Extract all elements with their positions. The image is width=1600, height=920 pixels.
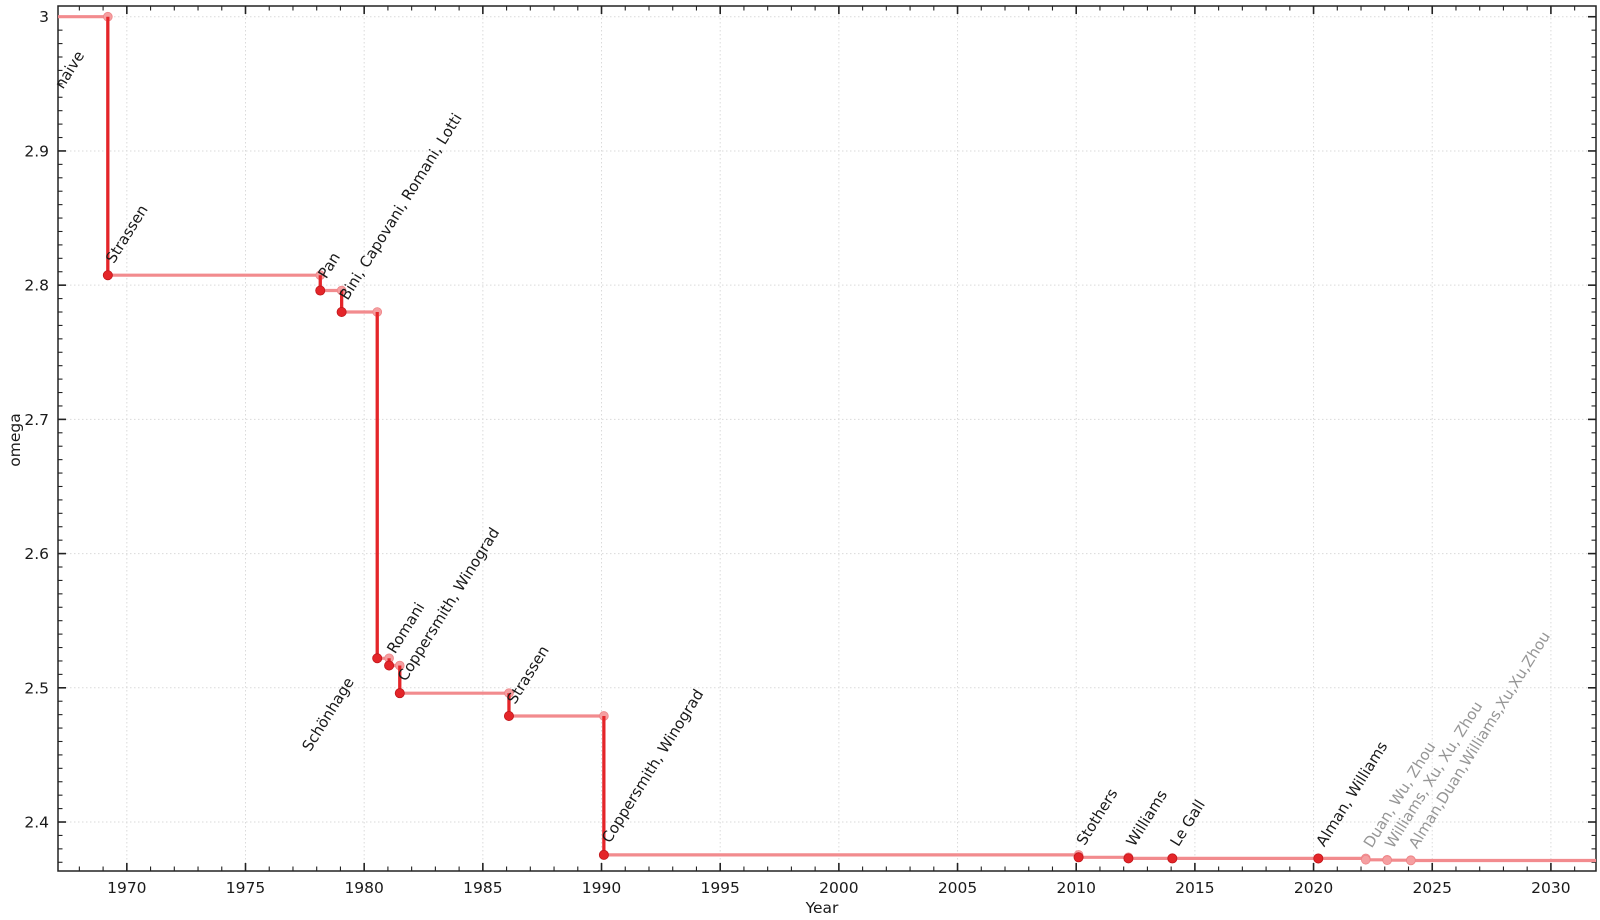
x-tick-label-2030: 2030 — [1531, 879, 1570, 897]
y-tick-label-2-4: 2.4 — [24, 814, 49, 832]
step-line-series — [58, 15, 1596, 863]
annotation-le-gall: Le Gall — [1166, 797, 1208, 850]
annotation-bini-capovani-romani-lotti: Bini, Capovani, Romani, Lotti — [336, 110, 466, 303]
point-romani — [384, 660, 395, 671]
y-tick-label-2-9: 2.9 — [24, 142, 49, 160]
tick-labels: 1970 1975 1980 1985 1990 1995 2000 2005 2010 2015… — [24, 8, 1570, 897]
point-sch-nhage — [372, 653, 383, 664]
y-tick-label-2-8: 2.8 — [24, 277, 49, 295]
point-williams — [1123, 853, 1134, 864]
annotation-alman-duan-williams-xu-xu-zhou: Alman,Duan,Williams,Xu,Xu,Zhou — [1405, 628, 1554, 851]
x-tick-label-1985: 1985 — [463, 879, 502, 897]
step-corner-markers — [103, 11, 1416, 865]
gridlines — [58, 6, 1596, 871]
point-duan-wu-zhou — [1360, 854, 1371, 865]
point-le-gall — [1167, 853, 1178, 864]
step-line-light — [58, 15, 1596, 863]
axis-labels: Year omega — [6, 413, 839, 917]
x-tick-label-1980: 1980 — [344, 879, 383, 897]
plot-frame — [57, 5, 1597, 872]
point-stothers — [1073, 852, 1084, 863]
y-tick-label-2-6: 2.6 — [24, 545, 49, 563]
annotation-stothers: Stothers — [1073, 785, 1122, 848]
point-strassen — [102, 270, 113, 281]
y-tick-label-2-5: 2.5 — [24, 679, 49, 697]
annotation-strassen: Strassen — [503, 642, 553, 707]
x-tick-label-2005: 2005 — [938, 879, 977, 897]
point-bini-capovani-romani-lotti — [336, 307, 347, 318]
x-tick-label-2025: 2025 — [1413, 879, 1452, 897]
point-pan — [315, 285, 326, 296]
x-tick-label-2015: 2015 — [1175, 879, 1214, 897]
x-axis-label: Year — [805, 899, 839, 917]
y-tick-label-2-7: 2.7 — [24, 411, 49, 429]
point-alman-williams — [1313, 853, 1324, 864]
point-alman-duan-williams-xu-xu-zhou — [1406, 855, 1416, 866]
x-tick-label-1995: 1995 — [700, 879, 739, 897]
data-points — [102, 270, 1416, 866]
axis-ticks — [58, 6, 1596, 871]
annotation-naive: naive — [51, 48, 88, 92]
drop-lines — [106, 16, 1320, 859]
y-axis-label: omega — [6, 413, 24, 466]
x-tick-label-2010: 2010 — [1056, 879, 1095, 897]
point-coppersmith-winograd — [598, 849, 609, 860]
annotation-williams: Williams — [1123, 787, 1172, 850]
point-coppersmith-winograd — [394, 688, 405, 699]
annotation-sch-nhage: Schönhage — [298, 674, 357, 754]
x-tick-label-1975: 1975 — [226, 879, 265, 897]
x-tick-label-2000: 2000 — [819, 879, 858, 897]
y-tick-label-3: 3 — [39, 8, 49, 26]
point-williams-xu-xu-zhou — [1382, 855, 1392, 865]
point-strassen — [503, 710, 514, 721]
x-tick-label-1970: 1970 — [107, 879, 146, 897]
x-tick-label-1990: 1990 — [582, 879, 621, 897]
x-tick-label-2020: 2020 — [1294, 879, 1333, 897]
